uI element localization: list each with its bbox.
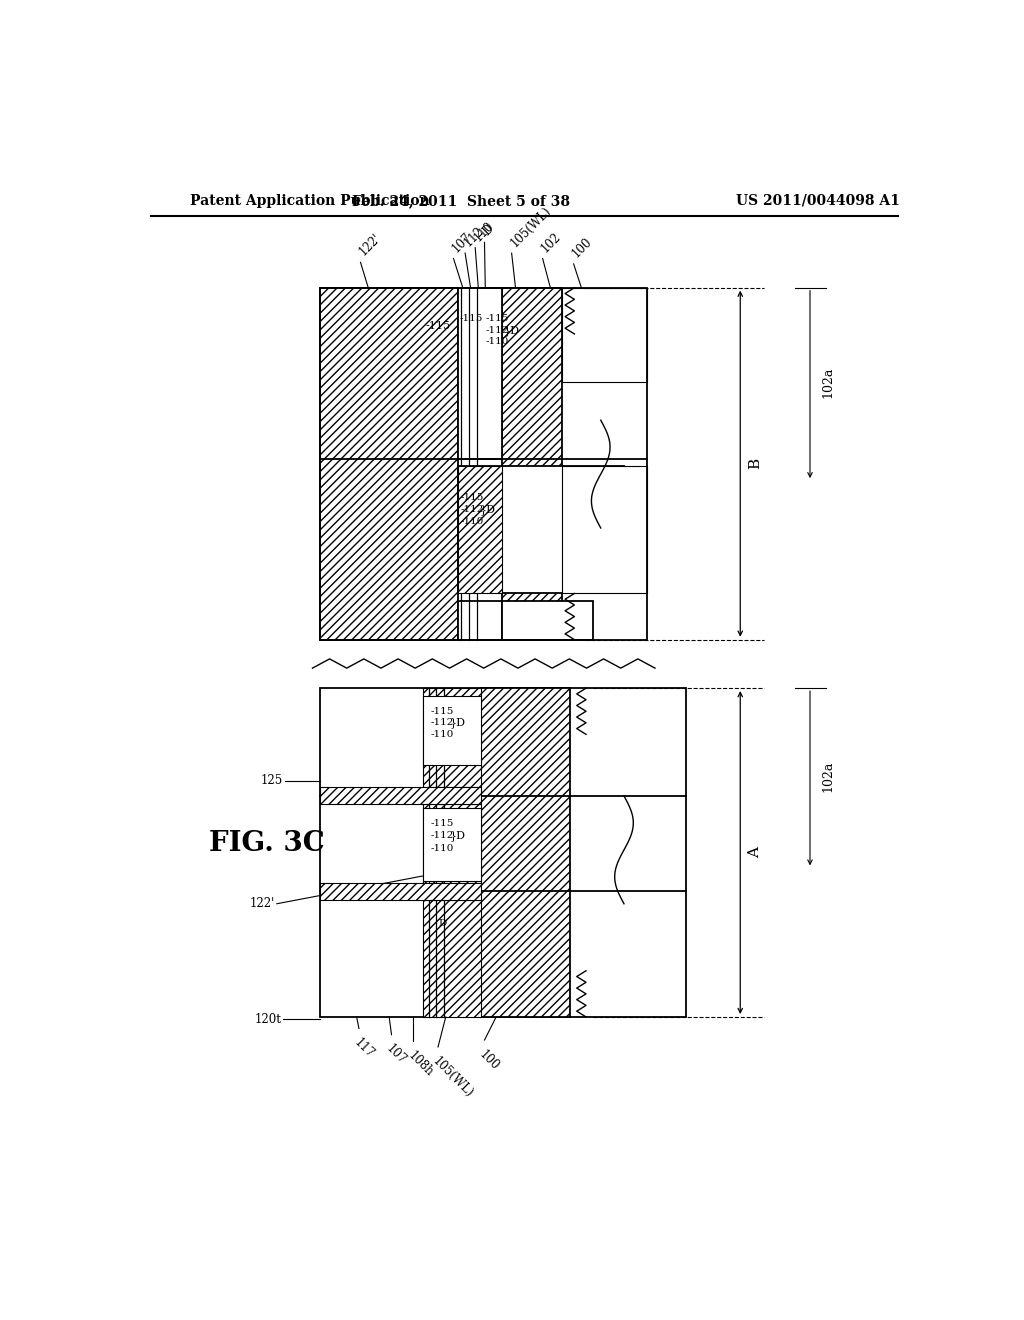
Text: -115: -115 bbox=[460, 314, 483, 323]
Bar bbox=[502, 288, 562, 640]
Text: FIG. 3C: FIG. 3C bbox=[209, 830, 326, 857]
Bar bbox=[423, 808, 480, 882]
Bar bbox=[321, 788, 480, 804]
Text: -110: -110 bbox=[461, 517, 484, 527]
Text: -112: -112 bbox=[430, 832, 454, 841]
Text: Patent Application Publication: Patent Application Publication bbox=[190, 194, 430, 207]
Text: 102a: 102a bbox=[821, 367, 835, 399]
Text: 120t: 120t bbox=[255, 1012, 282, 1026]
Bar bbox=[423, 696, 480, 766]
Text: }D: }D bbox=[480, 504, 496, 515]
Text: -110: -110 bbox=[485, 337, 509, 346]
Bar bbox=[458, 466, 502, 594]
Text: }D: }D bbox=[503, 325, 519, 335]
Text: 122': 122' bbox=[356, 231, 384, 259]
Bar bbox=[480, 688, 569, 1016]
Bar bbox=[458, 601, 502, 640]
Bar bbox=[423, 804, 480, 883]
Text: 105(WL): 105(WL) bbox=[430, 1055, 476, 1101]
Text: -115: -115 bbox=[430, 706, 454, 715]
Bar bbox=[321, 288, 647, 640]
Bar bbox=[562, 466, 647, 594]
Text: 107: 107 bbox=[384, 1043, 409, 1068]
Text: Feb. 24, 2011  Sheet 5 of 38: Feb. 24, 2011 Sheet 5 of 38 bbox=[352, 194, 570, 207]
Text: 105(WL): 105(WL) bbox=[508, 203, 553, 249]
Text: -115: -115 bbox=[461, 492, 484, 502]
Text: 112: 112 bbox=[461, 224, 486, 249]
Text: 122': 122' bbox=[250, 898, 275, 911]
Text: -115: -115 bbox=[485, 314, 509, 323]
Bar bbox=[562, 288, 647, 381]
Text: -112: -112 bbox=[430, 718, 454, 727]
Text: 102a: 102a bbox=[821, 762, 835, 792]
Bar bbox=[458, 466, 624, 594]
Text: D: D bbox=[438, 919, 446, 928]
Text: 108h: 108h bbox=[406, 1048, 435, 1078]
Text: US 2011/0044098 A1: US 2011/0044098 A1 bbox=[736, 194, 900, 207]
Text: 102: 102 bbox=[539, 230, 563, 255]
Text: B: B bbox=[748, 458, 762, 470]
Text: -112: -112 bbox=[461, 506, 484, 513]
Text: -112: -112 bbox=[485, 326, 509, 334]
Text: }D: }D bbox=[450, 717, 466, 729]
Bar bbox=[458, 288, 502, 459]
Bar bbox=[321, 688, 686, 1016]
Text: 117: 117 bbox=[351, 1036, 376, 1061]
Bar bbox=[321, 288, 458, 640]
Text: -110: -110 bbox=[430, 843, 454, 853]
Text: 100: 100 bbox=[477, 1048, 502, 1073]
Text: A: A bbox=[748, 847, 762, 858]
Text: 107: 107 bbox=[450, 230, 475, 255]
Bar bbox=[423, 900, 480, 1016]
Bar bbox=[502, 601, 593, 640]
Bar bbox=[423, 688, 480, 788]
Text: D: D bbox=[480, 223, 497, 239]
Text: 110: 110 bbox=[471, 219, 497, 244]
Text: 100: 100 bbox=[569, 235, 595, 260]
Text: -115: -115 bbox=[425, 321, 451, 331]
Text: 125: 125 bbox=[261, 774, 283, 787]
Text: -115: -115 bbox=[430, 820, 454, 828]
Bar bbox=[321, 883, 480, 900]
Text: -110: -110 bbox=[430, 730, 454, 739]
Text: }D: }D bbox=[450, 830, 466, 841]
